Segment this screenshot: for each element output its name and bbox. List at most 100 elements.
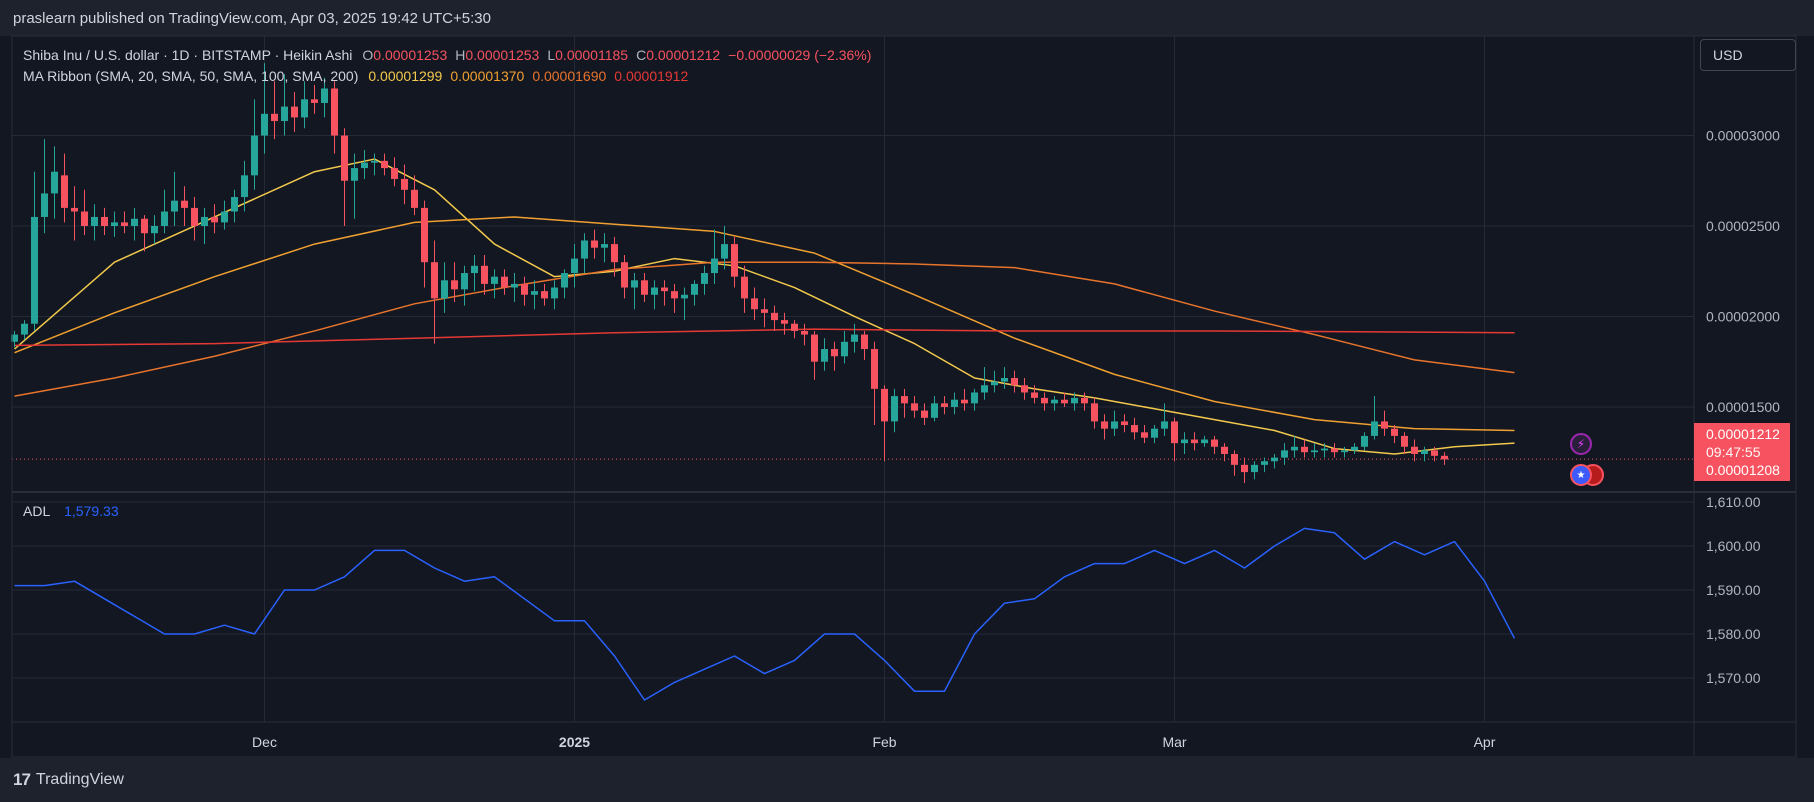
candle [1001,367,1008,389]
candle-series [11,63,1448,483]
candle [191,197,198,241]
candle-body [961,399,968,404]
candle [171,171,178,226]
candle-body [1211,439,1218,447]
candle [91,204,98,241]
candle-body [1441,455,1448,460]
candle [661,280,668,306]
candle [641,273,648,302]
ma-ribbon-label[interactable]: MA Ribbon (SMA, 20, SMA, 50, SMA, 100, S… [23,68,359,84]
candle-body [71,207,78,212]
candle-body [81,211,88,226]
candle-body [971,392,978,404]
time-tick-label: Apr [1474,734,1496,750]
candle [1281,443,1288,465]
adl-tick-label: 1,590.00 [1706,582,1761,598]
tradingview-logo[interactable]: 17 TradingView [13,770,124,790]
candle [401,164,408,205]
candle [11,330,18,348]
time-tick-label: Mar [1162,734,1186,750]
currency-selector[interactable]: USD [1700,39,1796,71]
ma50-value: 0.00001370 [450,68,525,84]
ma100-line [14,261,1515,397]
candle-body [951,399,958,407]
candle [761,298,768,328]
candle-body [1361,435,1368,447]
candle [851,323,858,353]
candle-body [1111,421,1118,429]
time-tick-label: Feb [872,734,896,750]
candle [241,160,248,212]
candle [201,207,208,245]
candle [1411,439,1418,462]
plot-background [12,36,1694,722]
symbol-title[interactable]: Shiba Inu / U.S. dollar · 1D · BITSTAMP … [23,47,353,63]
candle-body [1271,457,1278,462]
candle [81,189,88,236]
candle-body [281,106,288,122]
candle-body [551,287,558,299]
candle [491,269,498,299]
candle [971,388,978,411]
candle-body [261,113,268,136]
candle [991,370,998,393]
candle-body [691,283,698,295]
candle-body [621,262,628,288]
candle [1361,432,1368,451]
candle [1191,432,1198,451]
candle-body [1071,397,1078,404]
price-tick-label: 0.00002500 [1706,218,1780,234]
candle-body [771,312,778,321]
candle-body [1421,450,1428,454]
candle-body [461,273,468,290]
candle-body [321,88,328,103]
candle-body [191,207,198,226]
candle [1351,443,1358,454]
candle [1131,417,1138,440]
candle [951,392,958,415]
candle-body [1221,446,1228,454]
candle-body [541,291,548,299]
candle [1181,432,1188,454]
candle-body [1091,403,1098,422]
open-value: 0.00001253 [373,47,448,63]
chart-canvas[interactable]: 0.00003000 0.00002500 0.00002000 0.00001500… [0,0,1814,758]
candle-body [1161,421,1168,429]
adl-tick-label: 1,610.00 [1706,494,1761,510]
candle-body [1391,428,1398,436]
candle-body [1021,385,1028,393]
candle-body [51,171,58,194]
price-tick-label: 0.00002000 [1706,308,1780,324]
candle-body [1241,464,1248,473]
last-price-secondary: 0.00001208 [1706,462,1780,478]
candle [31,171,38,331]
ma50-line [14,216,1515,432]
candle-body [171,200,178,212]
candle [1231,450,1238,476]
adl-label[interactable]: ADL [23,503,51,519]
candle [591,229,598,259]
candle [751,287,758,321]
us-flag-icon[interactable]: ★ [1570,464,1592,486]
candle [601,233,608,263]
lightning-icon[interactable]: ⚡ [1570,433,1592,455]
ma200-value: 0.00001912 [614,68,689,84]
candle-body [341,135,348,181]
candle-body [1051,399,1058,404]
candle-body [401,178,408,190]
candle [981,367,988,400]
candle [1201,435,1208,447]
candle [651,280,658,310]
candle [441,262,448,313]
candle-body [791,323,798,331]
candle-body [751,298,758,310]
candle [1121,414,1128,433]
candle [161,189,168,234]
candle [631,273,638,310]
candle-body [1411,446,1418,454]
time-tick-label: Dec [252,734,277,750]
candle-body [1141,432,1148,438]
candle-body [121,222,128,226]
candle-body [1061,399,1068,404]
candle-body [571,258,578,274]
